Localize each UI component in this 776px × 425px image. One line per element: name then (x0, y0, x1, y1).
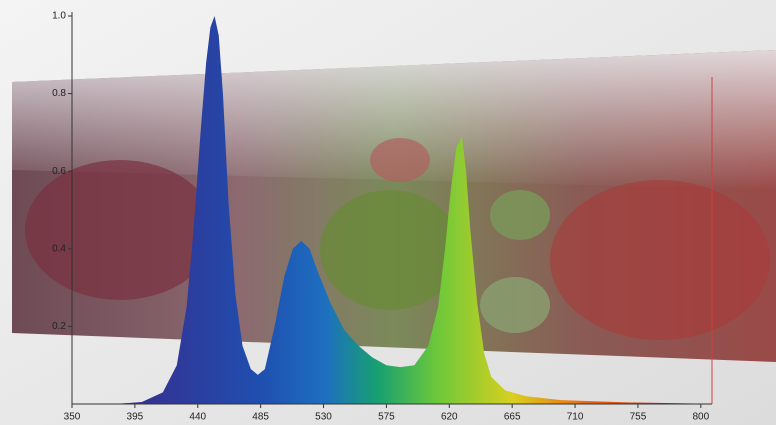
x-tick-label: 575 (378, 412, 395, 423)
x-tick-label: 440 (189, 412, 206, 423)
x-tick-label: 710 (567, 412, 584, 423)
x-tick-label: 665 (504, 412, 521, 423)
y-tick-label: 0.6 (52, 166, 66, 177)
x-tick-label: 395 (127, 412, 144, 423)
x-tick-label: 755 (630, 412, 647, 423)
y-tick-label: 1.0 (52, 11, 66, 22)
x-tick-label: 800 (692, 412, 709, 423)
x-tick-label: 350 (64, 412, 81, 423)
y-tick-label: 0.8 (52, 88, 66, 99)
x-tick-label: 485 (252, 412, 269, 423)
x-tick-label: 620 (441, 412, 458, 423)
y-tick-label: 0.4 (52, 243, 66, 254)
y-tick-label: 0.2 (52, 321, 66, 332)
x-tick-label: 530 (315, 412, 332, 423)
photo (12, 50, 776, 362)
